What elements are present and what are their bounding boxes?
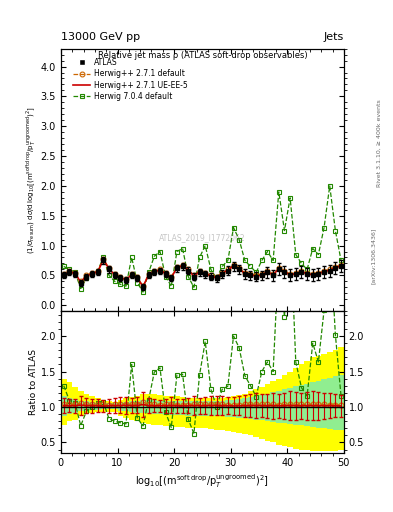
Y-axis label: $(1/\sigma_\mathrm{resum})$ d$\sigma$/d$\,$log$_{10}$[(m$^{\rm soft\,drop}$/p$_T: $(1/\sigma_\mathrm{resum})$ d$\sigma$/d$… bbox=[24, 106, 38, 254]
X-axis label: log$_{10}$[(m$^{\rm soft\,drop}$/p$_T^{\rm ungroomed}$)$^2$]: log$_{10}$[(m$^{\rm soft\,drop}$/p$_T^{\… bbox=[136, 472, 269, 490]
Text: [arXiv:1306.3436]: [arXiv:1306.3436] bbox=[371, 228, 376, 284]
Text: ATLAS_2019_I1772062: ATLAS_2019_I1772062 bbox=[159, 233, 246, 242]
Y-axis label: Ratio to ATLAS: Ratio to ATLAS bbox=[29, 349, 38, 415]
Text: Jets: Jets bbox=[323, 32, 344, 42]
Text: 13000 GeV pp: 13000 GeV pp bbox=[61, 32, 140, 42]
Text: Rivet 3.1.10, ≥ 400k events: Rivet 3.1.10, ≥ 400k events bbox=[377, 99, 382, 187]
Text: Relative jet mass ρ (ATLAS soft-drop observables): Relative jet mass ρ (ATLAS soft-drop obs… bbox=[97, 51, 307, 60]
Legend: ATLAS, Herwig++ 2.7.1 default, Herwig++ 2.7.1 UE-EE-5, Herwig 7.0.4 default: ATLAS, Herwig++ 2.7.1 default, Herwig++ … bbox=[70, 55, 191, 104]
